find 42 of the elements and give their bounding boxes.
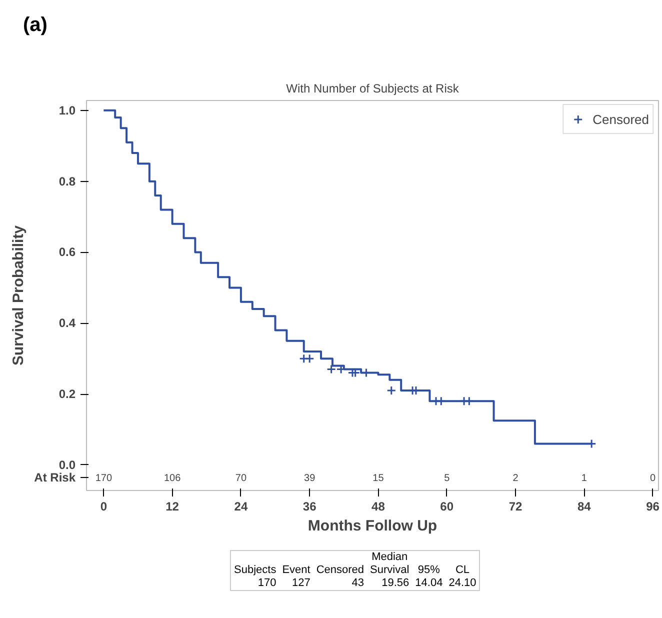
text: 43 xyxy=(350,577,366,590)
text: Subjects xyxy=(233,563,278,577)
chart-title: With Number of Subjects at Risk xyxy=(286,82,460,96)
x-tick-label: 60 xyxy=(440,500,454,514)
text: 127 xyxy=(290,577,312,590)
y-tick-label: 0.8 xyxy=(58,174,76,188)
text: Censored xyxy=(315,563,366,577)
text: At Risk xyxy=(34,470,76,485)
text: Event xyxy=(281,563,312,577)
x-tick-label: 12 xyxy=(166,500,180,514)
x-tick-label: 48 xyxy=(372,500,386,514)
legend-label: Censored xyxy=(592,112,649,126)
x-tick-label: 24 xyxy=(234,500,248,514)
y-tick-label: 1.0 xyxy=(58,103,76,118)
x-tick-label: 36 xyxy=(302,500,317,514)
text: 95% xyxy=(416,563,441,577)
annotation: 106 xyxy=(164,473,182,484)
annotation: 39 xyxy=(304,473,316,484)
annotation: 70 xyxy=(235,473,247,484)
text: CL xyxy=(454,563,470,577)
text: 14.04 xyxy=(414,577,444,590)
text: 24.10 xyxy=(448,577,478,590)
x-tick-label: 72 xyxy=(508,500,522,514)
y-tick-label: 0.4 xyxy=(58,316,76,330)
y-tick-label: 0.6 xyxy=(58,245,76,260)
annotation: 1 xyxy=(581,473,588,484)
annotation: 5 xyxy=(444,473,450,484)
text: 170 xyxy=(256,577,278,590)
annotation: 15 xyxy=(372,473,384,484)
x-tick-label: 96 xyxy=(646,500,660,514)
y-axis-title: Survival Probability xyxy=(10,224,28,366)
annotation: 0 xyxy=(650,473,656,484)
x-tick-label: 0 xyxy=(100,500,108,514)
text: 19.56 xyxy=(380,577,410,590)
x-axis-title: Months Follow Up xyxy=(308,518,438,534)
text: (a) xyxy=(23,13,48,38)
annotation: 2 xyxy=(512,473,519,484)
y-tick-label: 0.0 xyxy=(58,458,76,472)
text: Median Survival xyxy=(369,550,410,577)
x-tick-label: 84 xyxy=(577,500,592,514)
annotation: 170 xyxy=(95,473,112,484)
y-tick-label: 0.2 xyxy=(58,387,76,402)
